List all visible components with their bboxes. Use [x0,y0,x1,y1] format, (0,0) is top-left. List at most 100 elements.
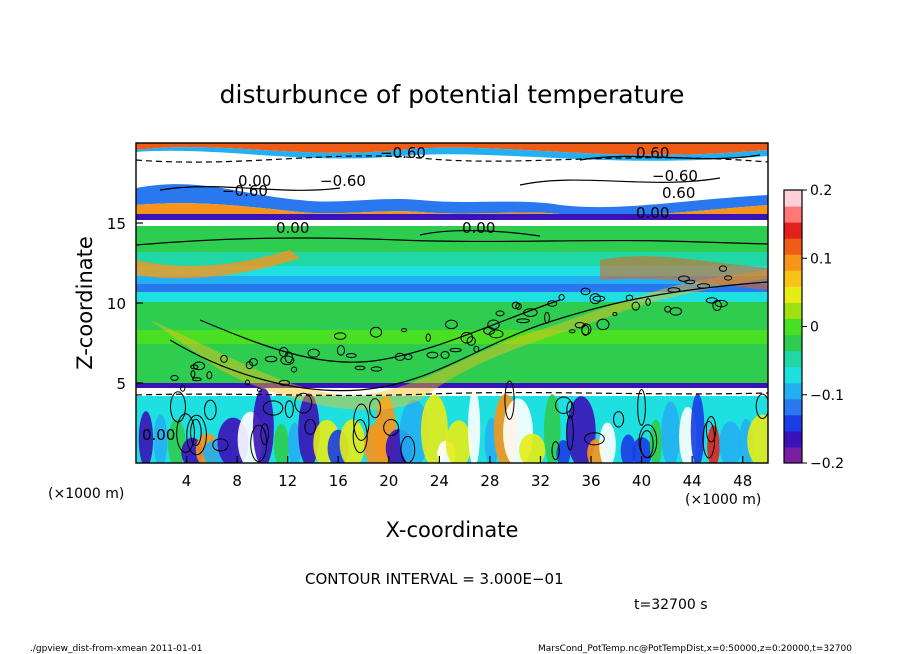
band-cyan-1 [136,266,768,276]
colorbar-swatch [784,334,802,352]
contour-blob [170,391,186,423]
contour-blob [192,361,206,371]
contour-blob [220,354,228,363]
plume [556,439,571,463]
colorbar-swatch [784,366,802,384]
footer-right: MarsCond_PotTemp.nc@PotTempDist,x=0:5000… [538,644,852,654]
x-tick-label: 36 [581,472,600,490]
contour-blob [637,389,646,426]
contour-label: 0.60 [636,144,669,162]
colorbar-swatch [784,270,802,287]
colorbar: −0.2 −0.1 0 0.1 0.2 [783,183,844,472]
x-axis-label: X-coordinate [386,518,519,542]
contour-blob [755,393,768,419]
plume [620,434,636,463]
x-tick-label: 12 [278,472,297,490]
contour-blob [667,287,681,293]
contour-blob [176,413,195,454]
contour-blob [705,415,717,443]
contour-blob [568,329,576,334]
plume [649,419,662,463]
y-axis: 5 10 15 [107,215,143,393]
contour-blob [555,396,573,414]
plume [631,437,653,463]
x-unit-label-right: (×1000 m) [685,492,761,508]
band-lightgreen [136,330,768,344]
contour-blob [369,398,382,419]
colorbar-tick-label: −0.1 [810,388,844,404]
contour-label: 0.00 [462,219,495,237]
colorbar-swatch [784,286,802,303]
colorbar-swatch [784,254,802,271]
contour-blob [190,370,196,378]
contour-blob [566,415,574,451]
plume [468,389,481,463]
time-text: t=32700 s [634,597,708,613]
contour-blob [304,418,317,435]
contour-blob [440,351,450,360]
contour-blob [589,293,601,305]
plume [153,414,168,463]
contour-blob [192,377,202,382]
contour-blob [170,375,179,381]
upper-band-orange [136,143,768,155]
plume [519,433,546,463]
contour-label: 0.00 [636,204,669,222]
contour-blob [352,419,368,454]
lower-band-white [136,388,768,396]
colorbar-swatch [784,302,802,319]
x-tick-label: 4 [182,472,192,490]
contour-blob [724,275,733,281]
contour-blob [190,364,199,370]
contour-blob [664,305,672,313]
contour-blob [445,319,458,330]
contour-blob [640,430,654,459]
footer-left: ./gpview_dist-from-xmean 2011-01-01 [30,644,202,654]
contour-blob [574,322,586,329]
contour-blob [212,438,229,452]
contour-blob [558,294,565,301]
colorbar-swatch [784,190,802,207]
y-axis-label: Z-coordinate [73,236,97,370]
plume [661,401,680,463]
contour-blob [584,432,605,446]
x-tick-label: 24 [430,472,449,490]
contour-blob [278,379,290,386]
contour-blob [354,365,366,371]
contour-blob [307,348,320,358]
contour-blob [294,392,313,414]
plume [273,423,289,463]
plume [690,393,705,463]
contour-blob [645,298,651,306]
contour-blob [551,441,560,461]
contour-blob [383,419,400,437]
colorbar-swatch [784,206,802,223]
contour-label-group: −0.60 −0.60 0.00 −0.60 −0.60 0.60 0.00 0… [142,144,698,444]
y-tick-label: 5 [116,375,126,393]
contour-blobs [170,265,768,463]
x-tick-label: 28 [480,472,499,490]
contour-blob [284,400,294,418]
plume [252,387,274,463]
x-tick-label: 20 [379,472,398,490]
plume [167,419,186,463]
colorbar-swatch [784,238,802,255]
x-unit-label-left: (×1000 m) [48,486,124,502]
contour-blob [473,345,480,353]
upper-band-white [136,220,768,226]
upper-band-orange-2 [136,203,768,217]
contour-blob [580,287,591,296]
contour-blob [204,399,217,421]
plume [747,414,768,463]
contour-blob [592,295,606,302]
x-axis: 4 8 12 16 20 24 28 32 36 40 44 48 [182,456,752,490]
contour-blob [336,345,345,356]
contour-blob [612,311,618,317]
colorbar-swatch [784,350,802,368]
contour-blob [547,300,558,307]
contour-blob [504,380,515,420]
plume [707,425,720,463]
plot-area [136,143,768,463]
contour-blob [404,354,413,360]
contour-blob [370,366,383,372]
